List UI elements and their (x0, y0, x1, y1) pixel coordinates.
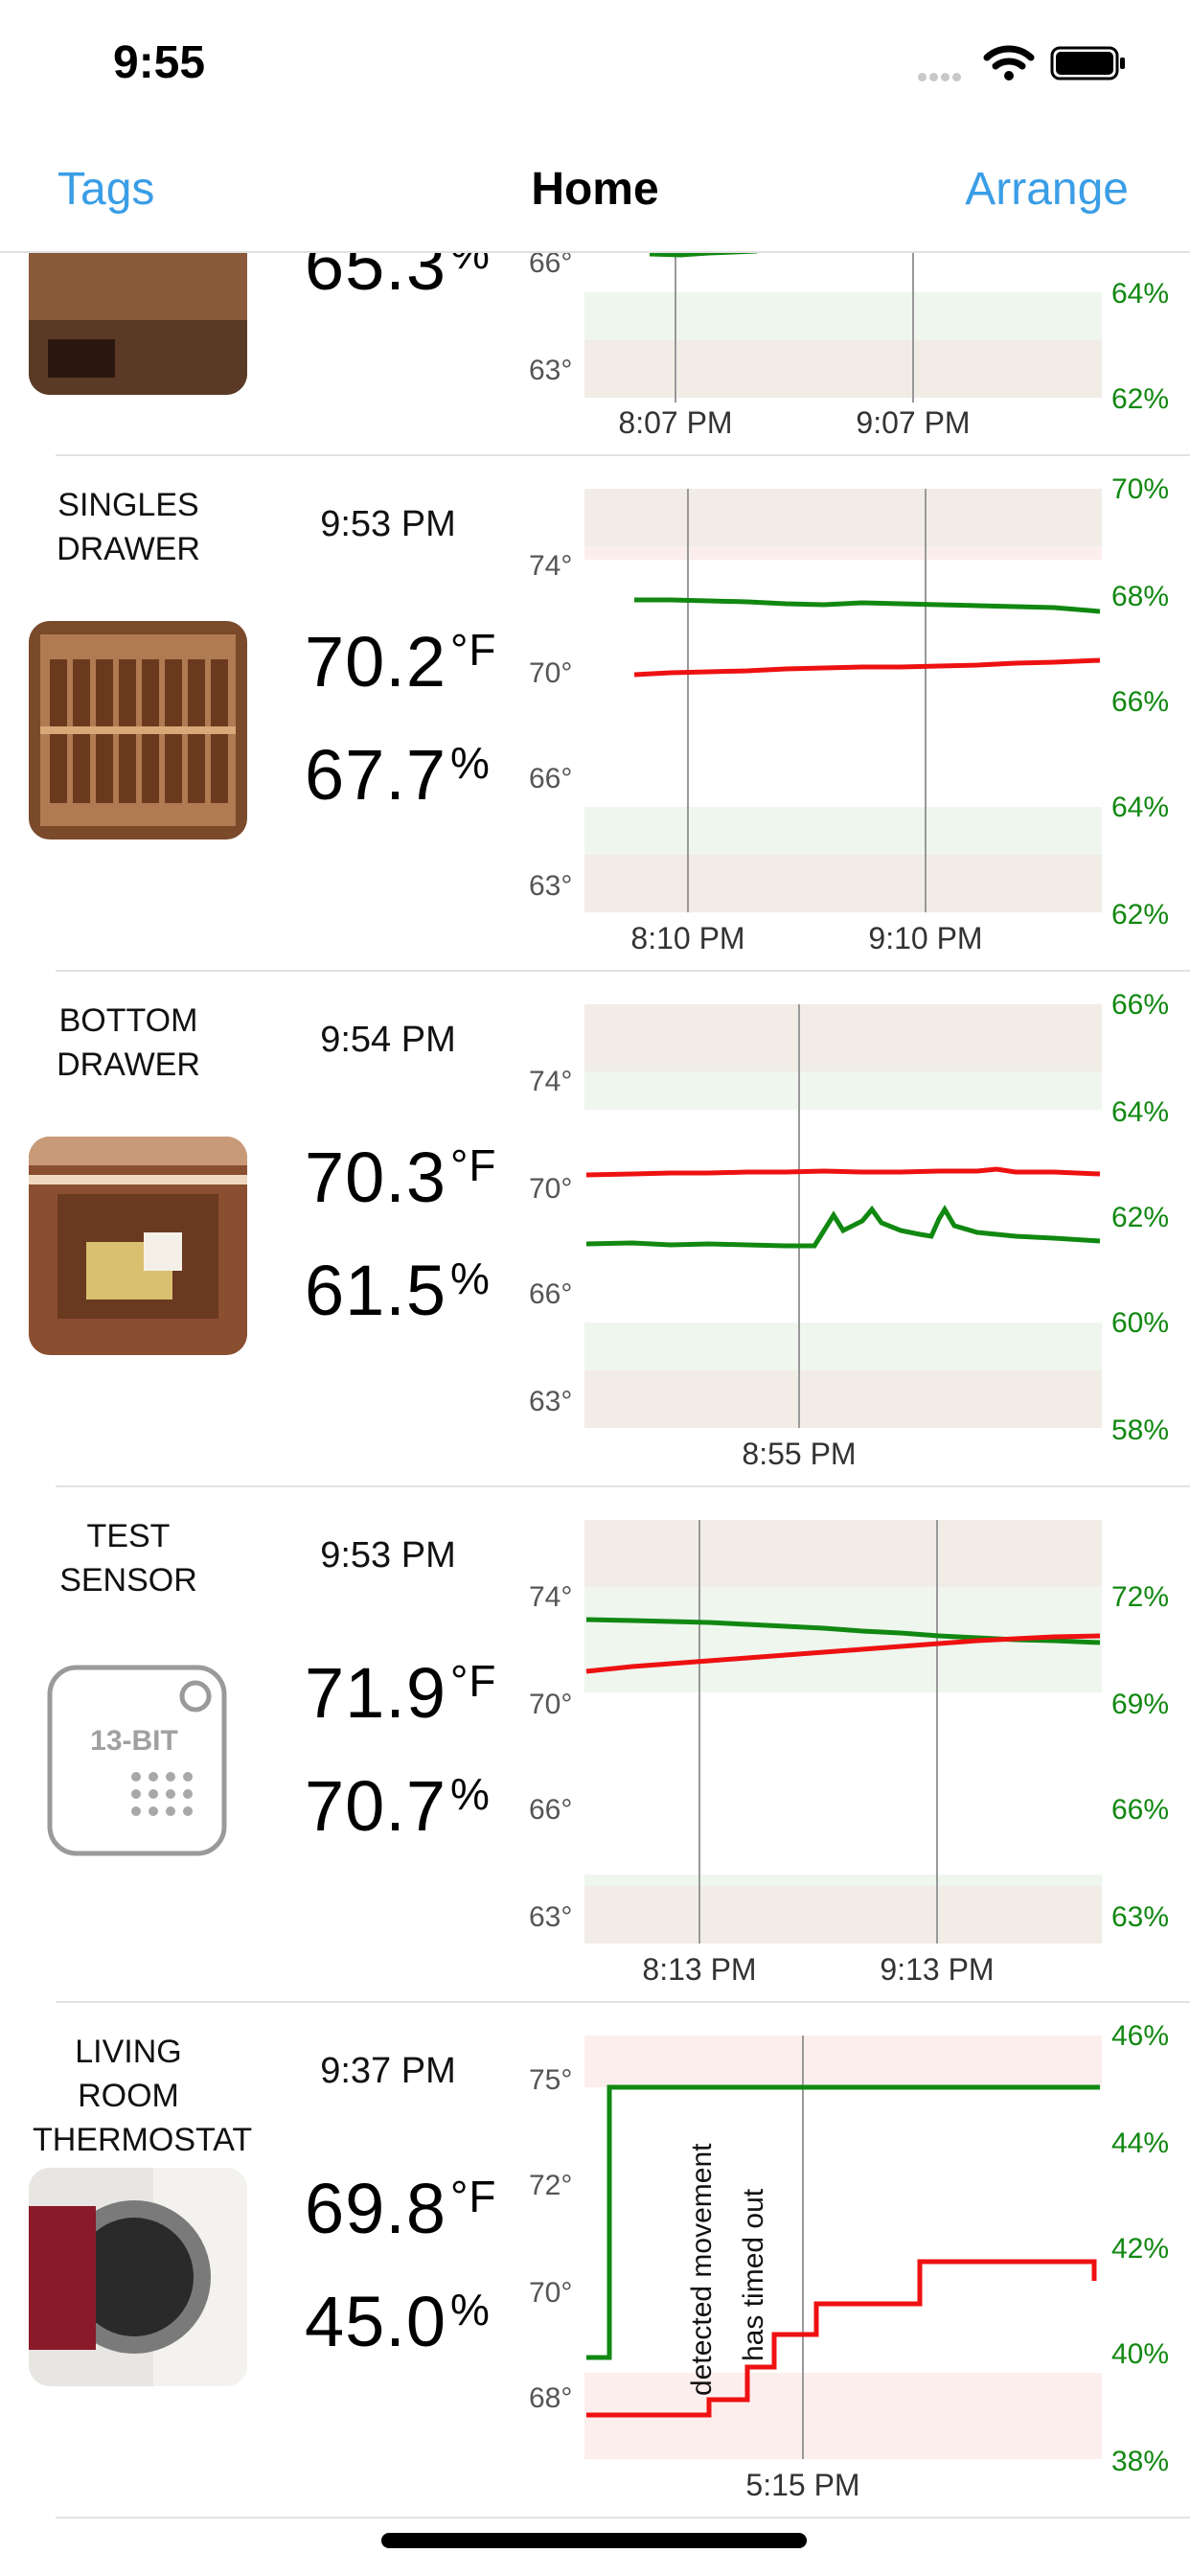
arrange-button[interactable]: Arrange (965, 164, 1129, 215)
left-axis-tick: 74° (529, 1581, 572, 1613)
drawer-photo (29, 1137, 247, 1355)
right-axis-tick: 68% (1111, 581, 1169, 612)
temperature-reading: 70.3°F (305, 1138, 497, 1217)
right-axis-tick: 40% (1111, 2338, 1169, 2370)
left-axis-tick: 70° (529, 1173, 572, 1205)
row-divider (56, 1485, 1190, 1487)
temperature-reading: 69.8°F (305, 2169, 497, 2248)
right-axis-tick: 66% (1111, 989, 1169, 1021)
last-update-time: 9:53 PM (320, 1535, 456, 1576)
humidity-reading: 61.5% (305, 1251, 491, 1330)
left-axis-tick: 66° (529, 1278, 572, 1310)
row-divider (56, 970, 1190, 972)
history-chart: 66° 63° 64% 62% 8:07 PM 9:07 PM (529, 253, 1169, 440)
right-axis-tick: 62% (1111, 383, 1169, 415)
sensor-row[interactable]: LIVING ROOM THERMOSTAT 9:37 PM 69.8°F 45.0… (0, 2003, 1190, 2518)
row-divider (56, 2517, 1190, 2518)
sensor-tag-icon: 13-BIT (47, 1665, 227, 1856)
humidity-reading: 70.7% (305, 1766, 491, 1846)
left-axis-tick: 68° (529, 2382, 572, 2414)
right-axis-tick: 70% (1111, 473, 1169, 505)
left-axis-tick: 63° (529, 1386, 572, 1417)
right-axis-tick: 69% (1111, 1689, 1169, 1720)
right-axis-tick: 58% (1111, 1414, 1169, 1446)
last-update-time: 9:37 PM (320, 2051, 456, 2091)
history-chart: 74° 70° 66° 63° 66% 64% 62% 60% 58% 8:55… (529, 989, 1169, 1471)
history-chart: detected movement has timed out 75° 72° … (529, 2020, 1169, 2502)
time-label: 8:13 PM (642, 1952, 756, 1987)
humidity-reading: 67.7% (305, 735, 491, 815)
history-chart: 74° 70° 66° 63° 72% 69% 66% 63% 8:13 PM … (529, 1520, 1169, 1987)
right-axis-tick: 62% (1111, 899, 1169, 931)
cellular-signal-icon (918, 69, 964, 86)
temperature-reading: 70.2°F (305, 622, 497, 702)
time-label: 9:07 PM (856, 405, 970, 440)
time-label: 8:55 PM (742, 1437, 856, 1471)
right-axis-tick: 72% (1111, 1581, 1169, 1613)
right-axis-tick: 42% (1111, 2233, 1169, 2265)
humidity-reading: 65.3% (305, 253, 491, 305)
right-axis-tick: 63% (1111, 1901, 1169, 1933)
event-annotation: detected movement (686, 2143, 718, 2396)
history-chart: 74° 70° 66° 63° 70% 68% 66% 64% 62% 8:10… (529, 473, 1169, 955)
left-axis-tick: 66° (529, 253, 572, 279)
sensor-model-label: 13-BIT (90, 1725, 178, 1757)
time-label: 8:07 PM (618, 405, 732, 440)
left-axis-tick: 63° (529, 870, 572, 902)
temperature-reading: 71.9°F (305, 1653, 497, 1733)
battery-icon (1050, 46, 1125, 80)
left-axis-tick: 75° (529, 2064, 572, 2096)
left-axis-tick: 70° (529, 657, 572, 689)
right-axis-tick: 60% (1111, 1307, 1169, 1339)
sensor-row[interactable]: TEST SENSOR 9:53 PM 13-BIT 71.9°F 70.7% … (0, 1487, 1190, 2003)
tags-button[interactable]: Tags (57, 164, 155, 215)
right-axis-tick: 64% (1111, 1096, 1169, 1128)
event-annotation: has timed out (738, 2188, 769, 2361)
left-axis-tick: 72° (529, 2170, 572, 2201)
sensor-name: LIVING ROOM THERMOSTAT (33, 2034, 253, 2158)
time-label: 8:10 PM (630, 921, 744, 955)
sensor-name: SINGLES DRAWER (57, 487, 200, 567)
sensor-row[interactable]: SINGLES DRAWER 9:53 PM 70.2°F 67.7% 74° 7… (0, 456, 1190, 972)
drawer-photo (29, 621, 247, 840)
row-divider (56, 2001, 1190, 2003)
navbar-divider (0, 251, 1190, 253)
left-axis-tick: 74° (529, 550, 572, 582)
humidity-reading: 45.0% (305, 2282, 491, 2361)
right-axis-tick: 66% (1111, 686, 1169, 718)
sensor-row-partial[interactable]: 65.3% 66° 63° 64% 62% 8:07 PM 9:07 PM (0, 253, 1190, 454)
right-axis-tick: 38% (1111, 2446, 1169, 2477)
right-axis-tick: 66% (1111, 1794, 1169, 1826)
right-axis-tick: 46% (1111, 2020, 1169, 2052)
sensor-name: TEST SENSOR (59, 1518, 197, 1598)
humidor-photo (29, 253, 247, 395)
thermostat-photo (29, 2168, 247, 2386)
home-indicator[interactable] (381, 2533, 807, 2548)
wifi-icon (983, 45, 1035, 80)
time-label: 9:13 PM (880, 1952, 994, 1987)
sensor-row[interactable]: BOTTOM DRAWER 9:54 PM 70.3°F 61.5% 74° 70… (0, 972, 1190, 1487)
right-axis-tick: 64% (1111, 278, 1169, 310)
left-axis-tick: 63° (529, 355, 572, 386)
left-axis-tick: 63° (529, 1901, 572, 1933)
status-time: 9:55 (113, 37, 206, 88)
time-label: 9:10 PM (868, 921, 982, 955)
right-axis-tick: 64% (1111, 792, 1169, 823)
page-title: Home (531, 164, 659, 215)
sensor-name: BOTTOM DRAWER (57, 1002, 200, 1083)
time-label: 5:15 PM (745, 2468, 859, 2502)
right-axis-tick: 44% (1111, 2128, 1169, 2159)
left-axis-tick: 70° (529, 1689, 572, 1720)
left-axis-tick: 70° (529, 2277, 572, 2309)
right-axis-tick: 62% (1111, 1202, 1169, 1233)
row-divider (56, 454, 1190, 456)
left-axis-tick: 74° (529, 1066, 572, 1097)
last-update-time: 9:53 PM (320, 504, 456, 544)
left-axis-tick: 66° (529, 763, 572, 794)
last-update-time: 9:54 PM (320, 1020, 456, 1060)
left-axis-tick: 66° (529, 1794, 572, 1826)
